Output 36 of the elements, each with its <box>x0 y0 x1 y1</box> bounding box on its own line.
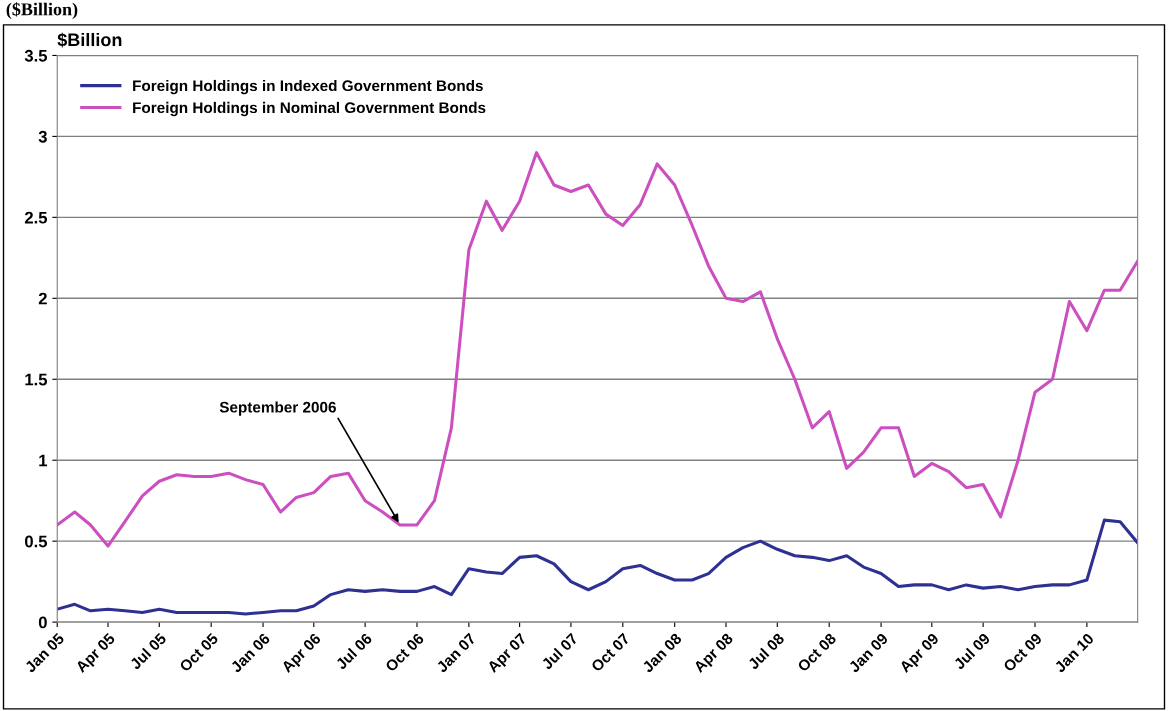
legend-label: Foreign Holdings in Nominal Government Bonds <box>133 101 486 117</box>
x-tick-label: Oct 07 <box>590 632 631 673</box>
chart-title: ($Billion) <box>6 2 78 20</box>
x-tick-label: Jul 05 <box>128 632 167 671</box>
x-tick-label: Jan 05 <box>24 632 65 674</box>
y-tick-label: 2 <box>38 292 47 305</box>
x-tick-label: Jul 09 <box>952 632 991 671</box>
x-tick-label: Jul 07 <box>540 632 579 671</box>
x-tick-label: Jan 06 <box>229 632 271 674</box>
x-tick-label: Apr 06 <box>280 632 324 676</box>
y-tick-label: 3 <box>38 130 47 143</box>
x-tick-label: Apr 09 <box>898 632 942 676</box>
x-tick-label: Apr 05 <box>74 632 118 676</box>
y-tick-label: 1.5 <box>25 373 48 386</box>
x-tick-label: Oct 05 <box>178 632 219 673</box>
y-tick-label: 0.5 <box>25 535 48 548</box>
legend-label: Foreign Holdings in Indexed Government Bonds <box>133 79 483 95</box>
x-tick-label: Jul 08 <box>746 632 785 671</box>
y-axis-title: $Billion <box>57 32 122 48</box>
y-tick-label: 3.5 <box>24 49 48 62</box>
x-tick-label: Jan 10 <box>1053 632 1095 674</box>
y-tick-label: 1 <box>39 454 48 467</box>
annotation: September 2006 <box>219 401 336 416</box>
x-tick-label: Oct 08 <box>796 632 837 673</box>
x-tick-label: Jan 08 <box>641 632 683 674</box>
x-tick-label: Apr 08 <box>692 632 736 676</box>
y-tick-label: 2.5 <box>24 211 48 224</box>
line-series <box>57 151 1138 548</box>
x-tick-label: Jan 09 <box>847 632 889 674</box>
x-tick-label: Oct 09 <box>1002 632 1043 673</box>
x-tick-label: Jan 07 <box>435 632 477 674</box>
x-tick-label: Apr 07 <box>486 632 530 676</box>
x-tick-label: Jul 06 <box>334 632 373 671</box>
x-tick-label: Oct 06 <box>384 632 425 673</box>
line-series <box>57 518 1138 616</box>
y-tick-label: 0 <box>38 616 47 629</box>
